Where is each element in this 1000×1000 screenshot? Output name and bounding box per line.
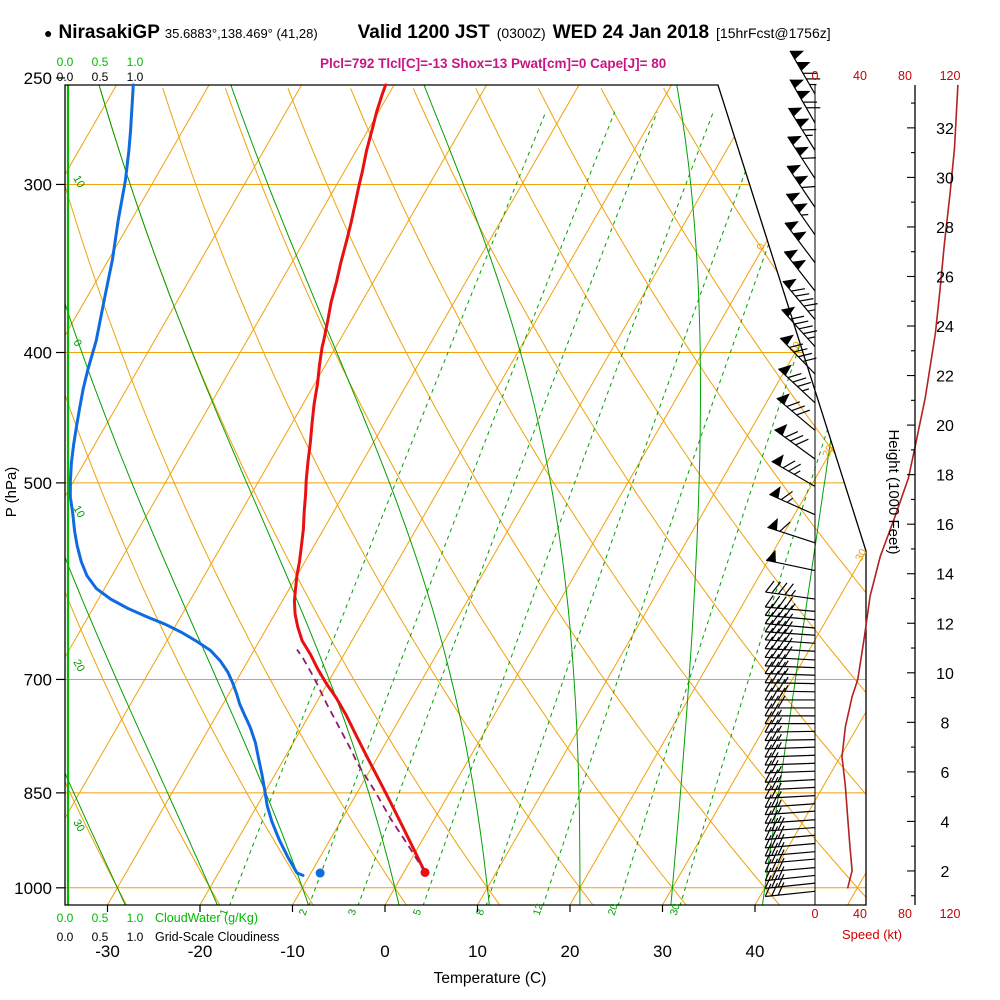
svg-text:10: 10 — [787, 340, 804, 357]
svg-text:0: 0 — [812, 69, 819, 83]
svg-text:4: 4 — [941, 814, 950, 831]
svg-text:3: 3 — [346, 908, 359, 917]
svg-text:28: 28 — [936, 220, 954, 237]
svg-text:-10: -10 — [280, 942, 305, 961]
svg-text:Temperature (C): Temperature (C) — [434, 970, 547, 987]
temperature-curve — [292, 83, 427, 874]
svg-text:20: 20 — [70, 658, 87, 675]
svg-text:8: 8 — [474, 908, 487, 917]
svg-text:P (hPa): P (hPa) — [3, 467, 20, 518]
svg-text:20: 20 — [936, 418, 954, 435]
svg-text:80: 80 — [898, 69, 912, 83]
svg-text:120: 120 — [940, 69, 961, 83]
svg-text:-30: -30 — [95, 942, 120, 961]
svg-text:400: 400 — [24, 344, 52, 363]
svg-text:700: 700 — [24, 670, 52, 689]
valid-zulu: (0300Z) — [496, 25, 546, 41]
svg-text:-20: -20 — [188, 942, 213, 961]
svg-text:14: 14 — [936, 567, 954, 584]
svg-text:0.0: 0.0 — [57, 930, 74, 944]
svg-text:6: 6 — [941, 765, 950, 782]
svg-text:10: 10 — [936, 666, 954, 683]
valid-time: Valid 1200 JST — [357, 22, 490, 43]
surface-temp-dot — [420, 867, 430, 877]
header-line: ● NirasakiGP 35.6883°,138.469° (41,28) V… — [44, 22, 831, 44]
svg-text:30: 30 — [653, 942, 672, 961]
svg-text:2: 2 — [297, 908, 310, 917]
station-coords: 35.6883°,138.469° (41,28) — [164, 26, 318, 41]
station-bullet-icon: ● — [44, 25, 53, 41]
svg-text:16: 16 — [936, 517, 954, 534]
svg-text:40: 40 — [853, 907, 867, 921]
svg-text:5: 5 — [411, 908, 424, 917]
svg-text:32: 32 — [936, 121, 954, 138]
svg-text:1.0: 1.0 — [127, 930, 144, 944]
svg-text:250: 250 — [24, 69, 52, 88]
svg-text:1000: 1000 — [14, 879, 52, 898]
svg-text:0: 0 — [70, 338, 83, 349]
svg-text:10: 10 — [468, 942, 487, 961]
svg-text:1.0: 1.0 — [127, 55, 144, 69]
svg-text:12: 12 — [531, 902, 546, 917]
svg-text:0.0: 0.0 — [57, 911, 74, 925]
svg-text:0: 0 — [380, 942, 389, 961]
dewpoint-curve — [68, 83, 305, 877]
parcel-curve — [296, 648, 426, 873]
svg-text:20: 20 — [561, 942, 580, 961]
plot-frame — [64, 84, 867, 906]
svg-text:500: 500 — [24, 474, 52, 493]
forecast-info: [15hrFcst@1756z] — [716, 25, 831, 41]
svg-text:1: 1 — [218, 908, 231, 917]
svg-text:26: 26 — [936, 269, 954, 286]
svg-text:0.5: 0.5 — [92, 911, 109, 925]
svg-text:2: 2 — [941, 864, 950, 881]
svg-text:850: 850 — [24, 784, 52, 803]
valid-date: WED 24 Jan 2018 — [552, 22, 710, 43]
svg-text:0.5: 0.5 — [92, 70, 109, 84]
svg-text:Height (1000 Feet): Height (1000 Feet) — [885, 429, 902, 554]
svg-text:30: 30 — [70, 818, 87, 835]
svg-text:10: 10 — [70, 174, 87, 191]
svg-text:1.0: 1.0 — [127, 70, 144, 84]
svg-text:0.0: 0.0 — [57, 55, 74, 69]
wind-barbs — [764, 50, 821, 898]
svg-text:24: 24 — [936, 319, 954, 336]
sounding-curves — [68, 83, 430, 878]
svg-text:0: 0 — [754, 241, 767, 252]
stability-parameters: Plcl=792 Tlcl[C]=-13 Shox=13 Pwat[cm]=0 … — [320, 56, 667, 71]
svg-text:22: 22 — [936, 369, 954, 386]
svg-text:120: 120 — [940, 907, 961, 921]
svg-text:12: 12 — [936, 616, 954, 633]
svg-text:CloudWater (g/Kg): CloudWater (g/Kg) — [155, 911, 258, 925]
svg-text:300: 300 — [24, 175, 52, 194]
svg-text:0.5: 0.5 — [92, 55, 109, 69]
svg-text:40: 40 — [746, 942, 765, 961]
background-grid — [65, 85, 866, 905]
svg-text:Grid-Scale Cloudiness: Grid-Scale Cloudiness — [155, 930, 279, 944]
svg-text:1.0: 1.0 — [127, 911, 144, 925]
svg-text:40: 40 — [853, 69, 867, 83]
svg-text:30: 30 — [853, 547, 870, 564]
svg-text:30: 30 — [936, 170, 954, 187]
svg-text:30: 30 — [668, 902, 683, 917]
svg-text:18: 18 — [936, 468, 954, 485]
station-name: NirasakiGP — [58, 22, 160, 43]
svg-text:0.5: 0.5 — [92, 930, 109, 944]
speed-profile-curve — [841, 84, 959, 889]
svg-text:0.0: 0.0 — [57, 70, 74, 84]
svg-text:0: 0 — [812, 907, 819, 921]
svg-text:20: 20 — [820, 443, 837, 460]
svg-text:20: 20 — [606, 902, 621, 917]
surface-dew-dot — [315, 868, 325, 878]
svg-text:Speed (kt): Speed (kt) — [842, 927, 902, 942]
svg-text:8: 8 — [941, 715, 950, 732]
svg-text:80: 80 — [898, 907, 912, 921]
